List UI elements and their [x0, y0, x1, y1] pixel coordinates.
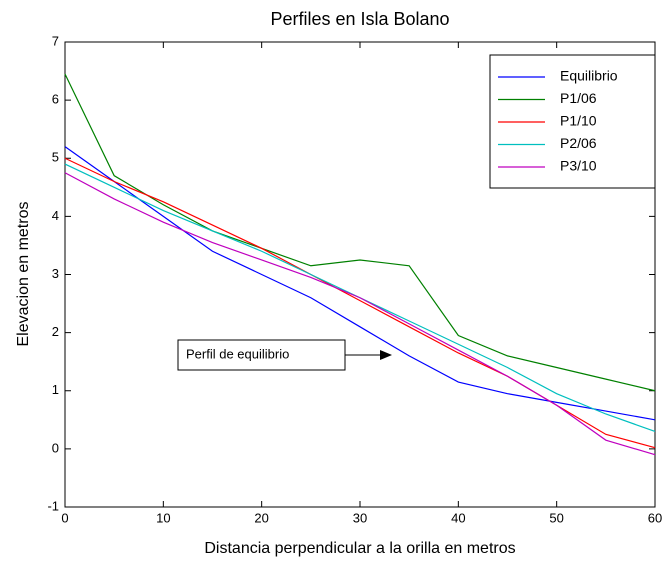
legend-label: P1/06 [560, 90, 597, 106]
arrow-head [380, 350, 392, 360]
legend-label: P2/06 [560, 135, 597, 151]
y-tick-label: 7 [52, 33, 59, 48]
y-tick-label: 1 [52, 382, 59, 397]
x-tick-label: 40 [451, 510, 465, 525]
y-tick-label: 0 [52, 440, 59, 455]
y-tick-label: 4 [52, 208, 59, 223]
series-line [64, 146, 656, 421]
x-tick-label: 30 [353, 510, 367, 525]
legend-label: P1/10 [560, 113, 597, 129]
x-tick-label: 20 [254, 510, 268, 525]
y-tick-label: 5 [52, 150, 59, 165]
x-axis-label: Distancia perpendicular a la orilla en m… [204, 540, 515, 557]
y-tick-label: 6 [52, 92, 59, 107]
x-tick-label: 10 [156, 510, 170, 525]
series-line [64, 172, 656, 456]
annotation-box [177, 339, 346, 371]
chart-title: Perfiles en Isla Bolano [270, 9, 449, 29]
y-axis-label: Elevacion en metros [15, 202, 32, 347]
annotation: Perfil de equilibrio [186, 346, 289, 361]
legend-label: P3/10 [560, 158, 597, 174]
y-tick-label: 2 [52, 324, 59, 339]
series-line [64, 73, 656, 392]
y-tick-label: 3 [52, 266, 59, 281]
x-tick-label: 60 [648, 510, 662, 525]
x-tick-label: 0 [61, 510, 68, 525]
x-tick-label: 50 [549, 510, 563, 525]
legend-label: Equilibrio [560, 68, 618, 84]
y-tick-label: -1 [47, 498, 59, 513]
